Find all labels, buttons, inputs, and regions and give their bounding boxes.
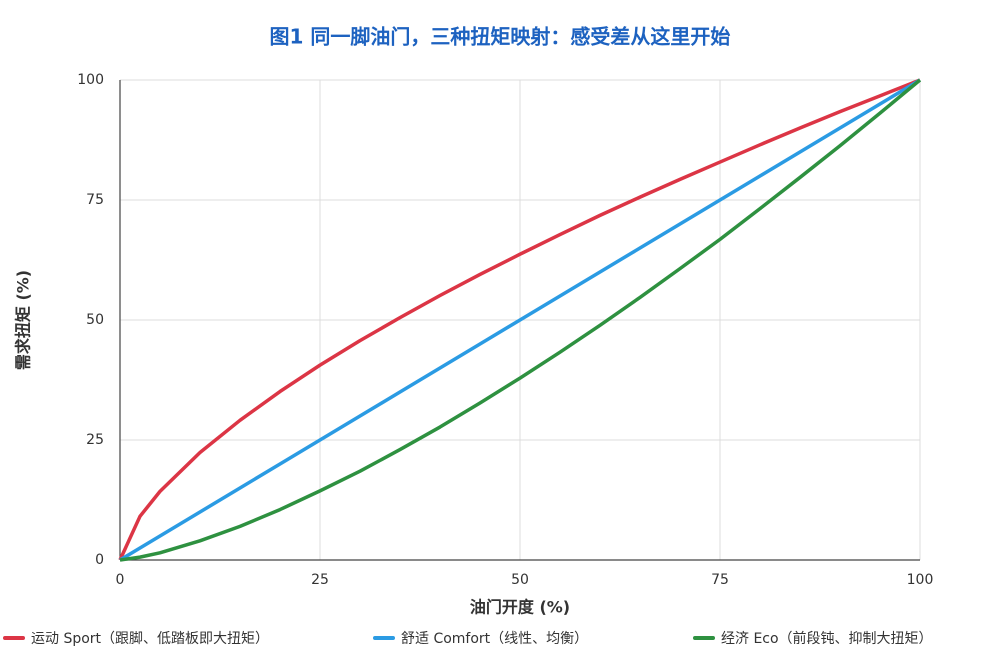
y-tick-label: 75 [86,192,104,208]
x-tick-label: 25 [311,572,329,588]
series-line [119,78,922,562]
series-line [118,78,921,561]
y-tick-label: 100 [77,72,104,88]
legend-label: 运动 Sport（跟脚、低踏板即大扭矩） [31,631,269,647]
x-tick-label: 75 [711,572,729,588]
chart-title: 图1 同一脚油门，三种扭矩映射：感受差从这里开始 [270,25,731,49]
legend-label: 经济 Eco（前段钝、抑制大扭矩） [721,630,933,647]
x-tick-label: 100 [907,572,934,588]
x-axis-title: 油门开度 (%) [470,598,570,617]
x-tick-label: 50 [511,572,529,588]
series-line [119,78,921,562]
x-tick-label: 0 [116,572,125,588]
legend-label: 舒适 Comfort（线性、均衡） [401,631,588,647]
y-tick-label: 50 [86,312,104,328]
y-tick-label: 0 [95,552,104,568]
y-tick-label: 25 [86,432,104,448]
y-axis-title: 需求扭矩 (%) [14,270,33,370]
